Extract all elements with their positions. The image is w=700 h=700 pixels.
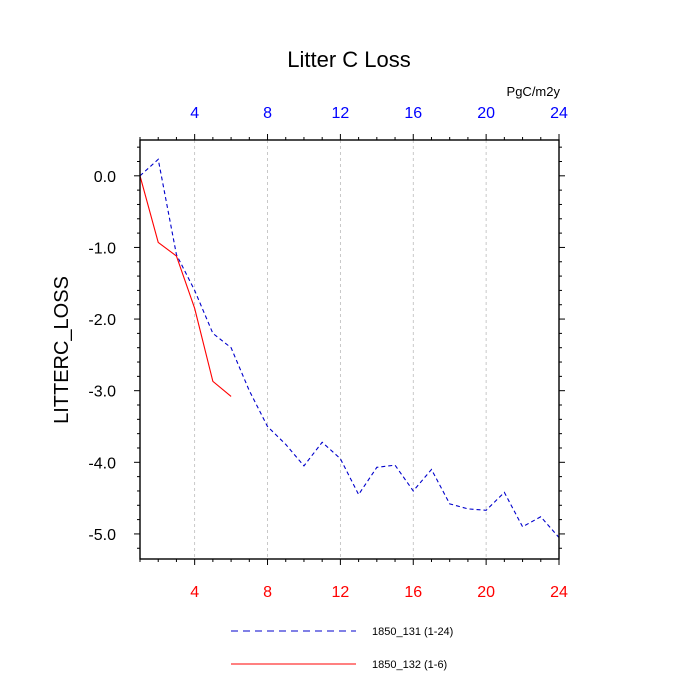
- units-label: PgC/m2y: [507, 84, 561, 99]
- data-point-series-1: [394, 464, 396, 466]
- data-point-series-1: [448, 503, 450, 505]
- data-point-series-1: [521, 526, 523, 528]
- top-tick-label: 24: [550, 105, 568, 122]
- data-point-series-2: [193, 307, 195, 309]
- series-line-1: [139, 158, 560, 538]
- data-point-series-2: [157, 241, 159, 243]
- bottom-tick-label: 16: [404, 584, 422, 601]
- data-point-series-1: [357, 493, 359, 495]
- top-axis-labels: 4 8 12 16 20 24: [190, 105, 568, 122]
- chart-title: Litter C Loss: [287, 47, 411, 72]
- data-point-series-1: [339, 458, 341, 460]
- bottom-tick-label: 20: [477, 584, 495, 601]
- data-point-series-1: [230, 347, 232, 349]
- series-line-2: [139, 175, 232, 397]
- data-point-series-1: [248, 389, 250, 391]
- data-point-series-1: [212, 332, 214, 334]
- data-point-series-1: [503, 491, 505, 493]
- top-tick-label: 8: [263, 105, 272, 122]
- data-point-series-1: [303, 465, 305, 467]
- bottom-tick-label: 24: [550, 584, 568, 601]
- series-layer: [139, 158, 560, 538]
- data-point-series-1: [266, 425, 268, 427]
- bottom-tick-label: 8: [263, 584, 272, 601]
- data-point-series-1: [540, 516, 542, 518]
- top-tick-label: 12: [331, 105, 349, 122]
- top-tick-label: 16: [404, 105, 422, 122]
- data-point-series-1: [467, 508, 469, 510]
- data-point-series-1: [193, 289, 195, 291]
- axis-ticks: [134, 134, 565, 565]
- y-tick-label: -3.0: [88, 384, 116, 401]
- bottom-axis-labels: 4 8 12 16 20 24: [190, 584, 568, 601]
- y-tick-label: -4.0: [88, 455, 116, 472]
- data-point-series-1: [412, 490, 414, 492]
- y-tick-label: -2.0: [88, 312, 116, 329]
- data-point-series-1: [430, 468, 432, 470]
- plot-frame: [139, 139, 560, 560]
- legend-label-1: 1850_131 (1-24): [372, 626, 453, 638]
- legend: 1850_131 (1-24) 1850_132 (1-6): [231, 626, 453, 671]
- y-axis-label: LITTERC_LOSS: [51, 276, 73, 424]
- data-point-series-1: [285, 443, 287, 445]
- bottom-tick-label: 4: [190, 584, 199, 601]
- data-point-series-1: [485, 509, 487, 511]
- data-point-series-2: [175, 255, 177, 257]
- data-point-series-2: [212, 380, 214, 382]
- data-point-series-2: [230, 395, 232, 397]
- data-point-series-1: [376, 466, 378, 468]
- y-tick-label: -1.0: [88, 240, 116, 257]
- top-tick-label: 20: [477, 105, 495, 122]
- data-point-series-1: [321, 441, 323, 443]
- y-tick-label: -5.0: [88, 527, 116, 544]
- bottom-tick-label: 12: [331, 584, 349, 601]
- data-point-series-1: [157, 158, 159, 160]
- grid-lines: [194, 140, 487, 559]
- left-axis-labels: 0.0 -1.0 -2.0 -3.0 -4.0 -5.0: [88, 169, 116, 544]
- legend-label-2: 1850_132 (1-6): [372, 659, 447, 671]
- y-tick-label: 0.0: [94, 169, 116, 186]
- top-tick-label: 4: [190, 105, 199, 122]
